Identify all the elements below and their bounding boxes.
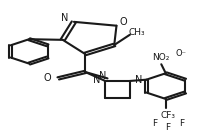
Text: NO₂: NO₂ [153, 53, 170, 62]
Text: F: F [166, 123, 170, 132]
Text: CF₃: CF₃ [161, 111, 175, 120]
Text: O⁻: O⁻ [176, 50, 187, 58]
Text: N: N [135, 75, 142, 85]
Text: CH₃: CH₃ [128, 28, 145, 37]
Text: F: F [152, 119, 157, 128]
Text: F: F [179, 119, 184, 128]
Text: O: O [43, 73, 51, 83]
Text: N: N [99, 71, 107, 81]
Text: N: N [93, 75, 100, 85]
Text: N: N [61, 13, 69, 23]
Text: O: O [119, 17, 127, 27]
